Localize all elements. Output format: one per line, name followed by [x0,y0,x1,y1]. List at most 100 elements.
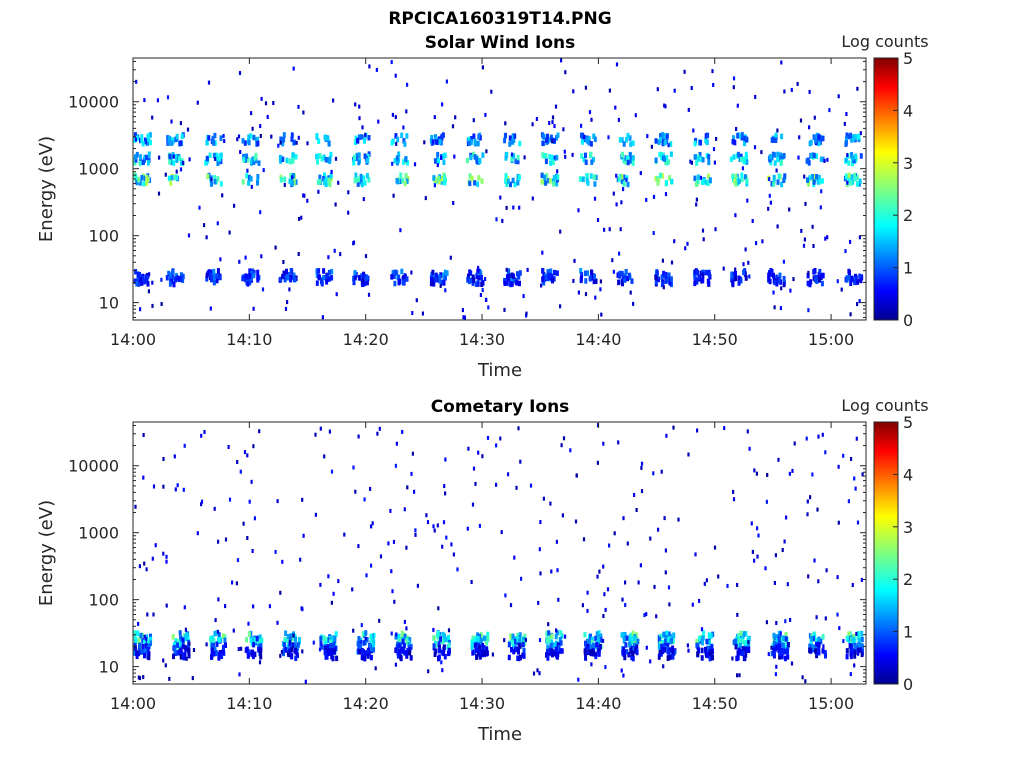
spectrogram-cell [354,155,358,161]
spectrogram-cell [437,606,440,611]
spectrogram-cell [210,276,213,283]
spectrogram-cell [779,159,783,165]
spectrogram-cell [743,140,747,147]
spectrogram-cell [745,159,749,165]
spectrogram-cell [660,643,664,650]
spectrogram-cell [179,275,182,282]
spectrogram-cell [356,181,360,187]
spectrogram-cell [315,268,319,274]
spectrogram-cell [817,271,821,278]
spectrogram-cell [220,653,224,659]
spectrogram-cell [471,635,475,641]
spectrogram-cell [239,150,242,154]
spectrogram-cell [537,600,540,605]
spectrogram-cell [401,429,404,434]
spectrogram-cell [445,79,448,84]
spectrogram-cell [555,628,558,633]
spectrogram-cell [690,86,693,90]
spectrogram-cell [597,642,601,649]
spectrogram-cell [742,262,745,267]
spectrogram-cell [339,252,342,257]
spectrogram-cell [583,648,587,654]
spectrogram-cell [441,637,445,644]
spectrogram-cell [442,272,446,278]
spectrogram-cell [550,154,554,161]
spectrogram-cell [513,642,517,649]
spectrogram-cell [429,138,433,144]
spectrogram-cell [764,566,767,571]
spectrogram-cell [504,593,507,598]
spectrogram-cell [713,160,716,165]
spectrogram-cell [245,173,249,179]
spectrogram-cell [817,134,821,140]
spectrogram-cell [284,647,288,653]
spectrogram-cell [206,173,210,180]
spectrogram-cell [540,179,544,185]
spectrogram-cell [746,429,749,434]
spectrogram-cell [299,557,302,562]
spectrogram-cell [854,275,858,281]
spectrogram-cell [318,647,322,652]
spectrogram-cell [442,153,445,159]
spectrogram-cell [860,274,864,281]
spectrogram-cell [622,673,625,678]
spectrogram-cell [490,89,493,94]
spectrogram-cell [247,180,251,186]
spectrogram-cell [740,132,744,138]
spectrogram-cell [739,649,743,655]
spectrogram-cell [700,627,704,632]
spectrogram-cell [176,642,179,648]
spectrogram-cell [560,443,563,448]
spectrogram-cell [607,135,610,140]
spectrogram-cell [242,157,246,163]
spectrogram-cell [279,158,283,164]
spectrogram-cell [327,157,331,163]
spectrogram-cell [547,178,551,184]
spectrogram-cell [434,642,438,648]
spectrogram-cell [323,179,326,186]
spectrogram-cell [618,137,622,143]
spectrogram-cell [581,176,585,182]
spectrogram-cell [542,496,545,501]
spectrogram-cell [698,152,702,158]
spectrogram-cell [569,448,572,453]
spectrogram-cell [731,281,735,288]
spectrogram-cell [585,177,589,184]
spectrogram-cell [738,673,741,678]
spectrogram-cell [690,160,693,165]
spectrogram-cell [628,135,632,141]
spectrogram-cell [667,654,671,661]
spectrogram-cell [443,174,446,180]
spectrogram-cell [622,637,626,644]
spectrogram-cell [282,647,286,654]
spectrogram-cell [395,644,399,650]
spectrogram-cell [845,112,848,116]
spectrogram-cell [664,104,667,109]
spectrogram-cell [327,276,331,282]
spectrogram-cell [212,651,216,657]
spectrogram-cell [238,71,242,75]
spectrogram-cell [444,636,448,643]
spectrogram-cell [210,647,214,653]
spectrogram-cell [518,270,522,276]
spectrogram-cell [217,632,221,638]
spectrogram-cell [164,663,167,668]
spectrogram-cell [168,153,172,160]
spectrogram-cell [215,152,219,159]
spectrogram-cell [466,273,470,280]
spectrogram-cell [136,630,140,636]
spectrogram-cell [173,649,177,655]
spectrogram-cell [242,153,246,160]
spectrogram-cell [743,135,747,142]
spectrogram-cell [707,280,711,287]
spectrogram-cell [856,279,860,285]
spectrogram-cell [325,279,329,285]
spectrogram-cell [586,649,590,656]
spectrogram-cell [331,655,335,662]
spectrogram-cell [140,137,144,144]
spectrogram-cell [257,638,261,645]
spectrogram-cell [331,643,335,649]
spectrogram-cell [549,134,553,141]
spectrogram-cell [327,255,330,260]
spectrogram-cell [846,153,849,158]
